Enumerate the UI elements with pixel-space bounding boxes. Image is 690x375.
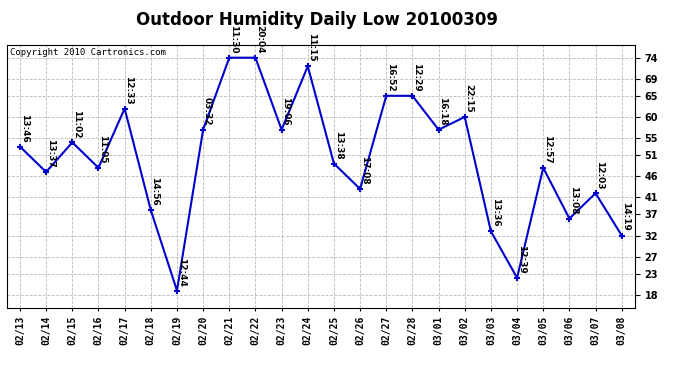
Text: 11:05: 11:05 (98, 135, 107, 164)
Text: 12:29: 12:29 (412, 63, 421, 92)
Text: 13:38: 13:38 (333, 131, 343, 159)
Text: 12:03: 12:03 (595, 160, 604, 189)
Text: 14:19: 14:19 (622, 202, 631, 231)
Text: 11:30: 11:30 (229, 25, 238, 54)
Text: 11:15: 11:15 (308, 33, 317, 62)
Text: 03:32: 03:32 (203, 97, 212, 126)
Text: 22:15: 22:15 (464, 84, 473, 113)
Text: 13:36: 13:36 (491, 198, 500, 227)
Text: 14:56: 14:56 (150, 177, 159, 206)
Text: 13:37: 13:37 (46, 139, 55, 168)
Text: 13:46: 13:46 (19, 114, 29, 142)
Text: 11:02: 11:02 (72, 110, 81, 138)
Text: 16:52: 16:52 (386, 63, 395, 92)
Text: 12:33: 12:33 (124, 76, 133, 104)
Text: Outdoor Humidity Daily Low 20100309: Outdoor Humidity Daily Low 20100309 (137, 11, 498, 29)
Text: 19:06: 19:06 (282, 97, 290, 126)
Text: 12:57: 12:57 (543, 135, 552, 164)
Text: 13:08: 13:08 (569, 186, 578, 214)
Text: 20:04: 20:04 (255, 25, 264, 54)
Text: 12:39: 12:39 (517, 245, 526, 274)
Text: 17:08: 17:08 (359, 156, 368, 185)
Text: 12:44: 12:44 (177, 258, 186, 286)
Text: 16:18: 16:18 (438, 97, 447, 126)
Text: Copyright 2010 Cartronics.com: Copyright 2010 Cartronics.com (10, 48, 166, 57)
